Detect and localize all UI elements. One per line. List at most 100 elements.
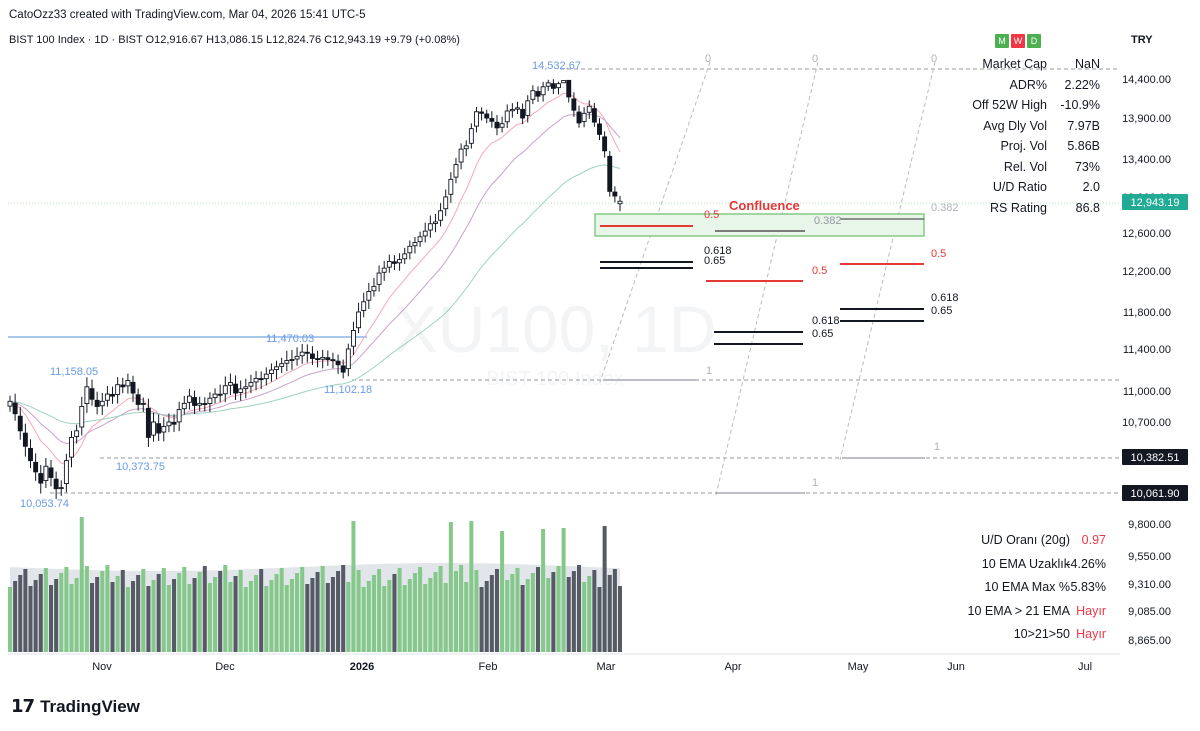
candle (561, 80, 567, 84)
candle (233, 383, 238, 394)
candle (130, 381, 136, 394)
candle (279, 363, 285, 367)
candle (597, 123, 602, 135)
candle (438, 210, 444, 221)
stats-value: 5.83% (1070, 580, 1106, 594)
candle (207, 397, 213, 404)
tv-logo-wordmark: TradingView (40, 696, 140, 716)
candle (474, 111, 479, 127)
volume-bar (576, 565, 581, 652)
candle (28, 447, 33, 462)
stats-value: -10.9% (1060, 98, 1100, 112)
candle (479, 111, 485, 114)
candle (22, 432, 28, 447)
candle (463, 145, 469, 150)
candle (350, 330, 356, 347)
candle (612, 191, 618, 197)
candle (520, 108, 526, 119)
candle (325, 357, 331, 360)
candle (289, 359, 295, 361)
candle (243, 386, 249, 390)
volume-bar (428, 578, 433, 652)
price-tick-label: 11,400.00 (1123, 344, 1171, 356)
watermark-name: BIST 100 Index (486, 368, 624, 390)
candle (494, 121, 500, 129)
price-label: 11,470.03 (266, 333, 314, 345)
volume-bar (166, 585, 171, 652)
fib-label-0-382: 0.382 (814, 215, 842, 227)
candle (525, 100, 531, 116)
volume-bar (202, 566, 207, 652)
candle (371, 285, 377, 292)
candle (427, 223, 433, 231)
volume-bar (418, 567, 423, 652)
candle (227, 382, 233, 386)
volume-bar (556, 566, 561, 652)
volume-bar (49, 585, 54, 652)
stats-label: Proj. Vol (1000, 139, 1047, 153)
timeframe-badges: M W D (995, 34, 1041, 48)
volume-bar (284, 585, 289, 652)
volume-bar (151, 580, 156, 652)
candle (581, 112, 587, 122)
candle (89, 388, 95, 400)
candle (468, 128, 474, 144)
candle (110, 393, 115, 397)
candle (335, 360, 341, 366)
symbol-legend[interactable]: BIST 100 Index · 1D · BIST O12,916.67 H1… (9, 34, 460, 46)
candle (268, 369, 274, 375)
volume-bar (520, 585, 525, 652)
candle (320, 356, 326, 360)
candle (412, 242, 418, 247)
price-label: 11,158.05 (50, 366, 98, 378)
stats-label: Market Cap (982, 57, 1047, 71)
volume-bar (597, 587, 602, 652)
candle (591, 108, 597, 123)
volume-bar (264, 586, 269, 652)
volume-bar (254, 575, 259, 652)
stats-value: 0.97 (1081, 533, 1106, 547)
price-badge (1122, 485, 1188, 501)
stats-label: Off 52W High (972, 98, 1047, 112)
volume-bar (8, 587, 12, 652)
volume-bar (546, 578, 551, 652)
candle (33, 461, 39, 473)
volume-bar (412, 573, 417, 652)
volume-bar (274, 574, 279, 652)
time-tick-label: Apr (724, 661, 741, 673)
volume-bar (172, 579, 177, 652)
candle (222, 385, 228, 395)
price-tick-label: 11,800.00 (1123, 307, 1171, 319)
confluence-label: Confluence (729, 198, 800, 213)
candle (422, 230, 428, 237)
volume-bar (474, 570, 479, 652)
stats-label: 10 EMA Max % (984, 580, 1070, 594)
ema-50-line (9, 164, 621, 425)
candle (156, 423, 162, 434)
volume-bar (64, 567, 69, 652)
candle (192, 397, 197, 406)
candle (607, 155, 613, 192)
candle (125, 380, 131, 387)
fib-channel-edge (839, 61, 936, 461)
volume-bar (28, 586, 33, 652)
chart-credit: CatoOzz33 created with TradingView.com, … (9, 9, 366, 21)
candle (263, 373, 269, 380)
candle (58, 487, 64, 490)
volume-bar (74, 578, 79, 652)
watermark-symbol: XU100, 1D (394, 292, 717, 366)
candle (556, 83, 561, 89)
volume-bar (571, 571, 576, 652)
fib-label-0-65: 0.65 (704, 255, 725, 267)
candle (407, 245, 413, 254)
volume-bar (464, 582, 469, 652)
candle (571, 98, 577, 111)
candle (84, 386, 90, 405)
candle (309, 353, 315, 359)
fib-label-0: 0 (812, 53, 818, 65)
month-badge: M (995, 34, 1009, 48)
candle (489, 118, 495, 122)
volume-bar (489, 575, 494, 652)
day-badge: D (1027, 34, 1041, 48)
